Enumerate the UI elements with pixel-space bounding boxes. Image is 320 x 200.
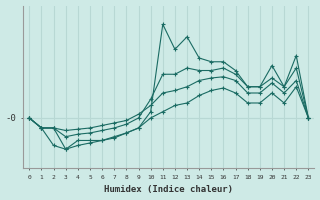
X-axis label: Humidex (Indice chaleur): Humidex (Indice chaleur) bbox=[104, 185, 233, 194]
